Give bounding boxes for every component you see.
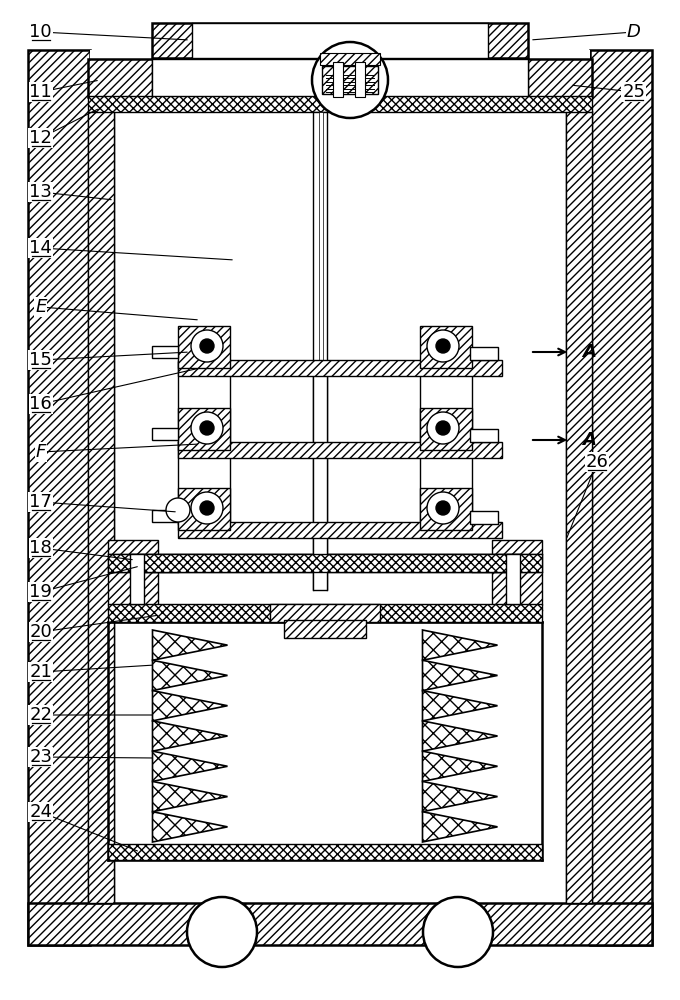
Bar — [108, 844, 542, 860]
Polygon shape — [422, 751, 498, 781]
Circle shape — [191, 330, 223, 362]
Polygon shape — [152, 660, 228, 691]
Bar — [152, 23, 528, 58]
Bar — [178, 522, 502, 538]
Text: 21: 21 — [29, 663, 52, 681]
Text: 10: 10 — [29, 23, 52, 41]
Text: 25: 25 — [622, 83, 645, 101]
Text: 13: 13 — [29, 183, 52, 201]
Bar — [88, 96, 592, 112]
Bar — [152, 346, 178, 358]
Bar — [284, 620, 366, 638]
Circle shape — [427, 330, 459, 362]
Bar — [178, 326, 230, 368]
Polygon shape — [152, 751, 228, 781]
Polygon shape — [152, 781, 228, 812]
Bar — [152, 510, 178, 522]
Circle shape — [187, 897, 257, 967]
Bar — [420, 488, 472, 530]
Circle shape — [427, 492, 459, 524]
Bar — [313, 112, 327, 362]
Text: 17: 17 — [29, 493, 52, 511]
Circle shape — [200, 339, 214, 353]
Bar — [28, 50, 90, 945]
Text: 15: 15 — [29, 351, 52, 369]
Text: 11: 11 — [29, 83, 52, 101]
Bar — [108, 604, 542, 622]
Circle shape — [436, 339, 450, 353]
Text: E: E — [35, 298, 46, 316]
Bar — [108, 540, 158, 605]
Bar — [28, 903, 652, 945]
Bar — [90, 50, 590, 903]
Bar — [108, 554, 542, 572]
Bar — [590, 50, 652, 945]
Bar — [420, 408, 472, 450]
Polygon shape — [422, 630, 498, 660]
Bar — [355, 62, 365, 97]
Polygon shape — [422, 721, 498, 751]
Text: 23: 23 — [29, 748, 52, 766]
Circle shape — [191, 412, 223, 444]
Bar — [322, 66, 378, 94]
Bar — [566, 111, 592, 903]
Circle shape — [423, 897, 493, 967]
Bar — [319, 112, 323, 362]
Circle shape — [427, 412, 459, 444]
Text: 26: 26 — [585, 453, 609, 471]
Text: A: A — [582, 343, 596, 361]
Bar — [178, 442, 502, 458]
Text: 20: 20 — [29, 623, 52, 641]
Bar — [88, 59, 592, 97]
Polygon shape — [422, 781, 498, 812]
Bar — [152, 428, 178, 440]
Bar — [470, 511, 498, 524]
Text: 24: 24 — [29, 803, 52, 821]
Text: 14: 14 — [29, 239, 52, 257]
Polygon shape — [152, 630, 228, 660]
Text: 18: 18 — [29, 539, 52, 557]
Polygon shape — [422, 691, 498, 721]
Bar — [420, 326, 472, 368]
Bar — [130, 554, 144, 604]
Polygon shape — [152, 691, 228, 721]
Circle shape — [166, 498, 190, 522]
Text: 16: 16 — [29, 395, 52, 413]
Bar — [333, 62, 343, 97]
Polygon shape — [422, 660, 498, 691]
Text: 19: 19 — [29, 583, 52, 601]
Bar — [313, 362, 327, 590]
Text: A: A — [582, 431, 596, 449]
Text: D: D — [627, 23, 641, 41]
Bar — [492, 540, 542, 605]
Text: F: F — [35, 443, 46, 461]
Bar — [470, 347, 498, 360]
Bar — [88, 111, 114, 903]
Bar — [178, 488, 230, 530]
Circle shape — [436, 501, 450, 515]
Bar — [178, 360, 502, 376]
Circle shape — [436, 421, 450, 435]
Circle shape — [312, 42, 388, 118]
Bar — [152, 59, 528, 97]
Bar — [320, 53, 380, 65]
Bar — [506, 554, 520, 604]
Circle shape — [191, 492, 223, 524]
Bar — [470, 429, 498, 442]
Text: 22: 22 — [29, 706, 52, 724]
Bar — [192, 23, 488, 58]
Circle shape — [200, 421, 214, 435]
Bar — [270, 604, 380, 622]
Bar — [178, 408, 230, 450]
Text: 12: 12 — [29, 129, 52, 147]
Polygon shape — [422, 812, 498, 842]
Polygon shape — [152, 721, 228, 751]
Polygon shape — [152, 812, 228, 842]
Bar — [88, 111, 114, 903]
Bar — [566, 111, 592, 903]
Circle shape — [200, 501, 214, 515]
